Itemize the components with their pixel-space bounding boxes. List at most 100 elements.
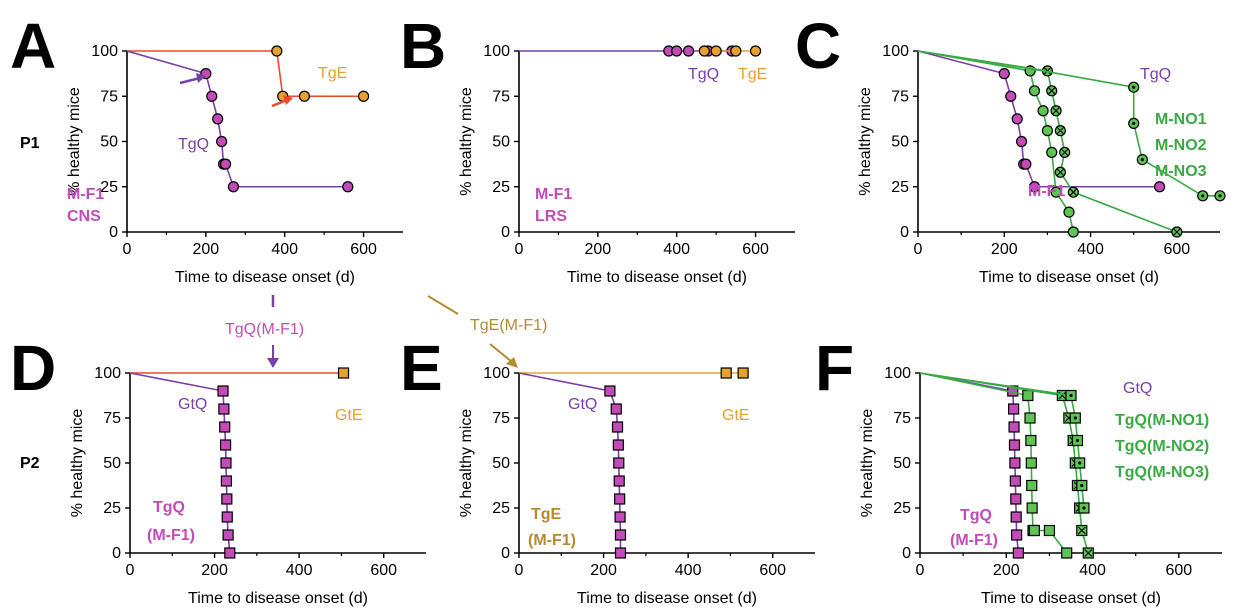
series-line <box>917 50 1075 233</box>
data-point <box>1010 511 1022 523</box>
data-point <box>221 511 233 523</box>
x-axis-title: Time to disease onset (d) <box>567 269 747 286</box>
data-point <box>219 421 231 433</box>
data-point <box>1011 529 1023 541</box>
y-tick-label: 75 <box>492 410 510 427</box>
data-point <box>682 45 695 57</box>
annotation-label: M-F1 <box>67 186 104 203</box>
y-tick-label: 0 <box>902 545 911 562</box>
data-point <box>1028 85 1041 97</box>
annotation-label: TgQ(M-NO3) <box>1115 464 1209 481</box>
data-point-dot <box>1140 158 1144 162</box>
data-point <box>1020 158 1032 170</box>
x-tick-label: 0 <box>914 241 923 258</box>
data-point <box>1028 524 1040 537</box>
data-point-cross-b <box>1047 86 1056 95</box>
data-point <box>720 367 732 379</box>
annotation-label: GtQ <box>178 396 207 413</box>
connector-right-arrowhead <box>506 357 518 368</box>
annotation-label: (M-F1) <box>950 532 998 549</box>
chart-panel-c: 0 200 400 600 0 25 50 75 100 Time to disease onse… <box>857 43 1226 286</box>
y-axis-title: % healthy mice <box>458 87 475 196</box>
x-tick-label: 600 <box>1164 241 1191 258</box>
data-point <box>227 181 240 193</box>
y-tick-label: 0 <box>109 224 118 241</box>
data-point <box>1037 105 1049 117</box>
data-point-cross-b <box>1172 228 1181 236</box>
y-tick-label: 0 <box>112 545 121 562</box>
series-m-f1 <box>917 50 1166 193</box>
series-line <box>917 50 1160 188</box>
y-axis-title: % healthy mice <box>69 409 86 518</box>
data-point <box>614 547 627 559</box>
data-point <box>1046 146 1058 158</box>
x-axis-title: Time to disease onset (d) <box>175 269 355 286</box>
data-point <box>610 403 622 415</box>
y-tick-label: 50 <box>891 134 909 151</box>
data-point <box>1026 502 1038 514</box>
x-tick-label: 0 <box>916 562 925 579</box>
data-point-cross-b <box>1084 549 1093 557</box>
y-tick-label: 100 <box>94 365 121 382</box>
x-tick-label: 200 <box>590 562 617 579</box>
x-tick-label: 400 <box>1079 562 1106 579</box>
x-tick-label: 0 <box>123 241 132 258</box>
data-point-dot <box>1075 438 1080 443</box>
y-tick-label: 75 <box>492 88 510 105</box>
annotation-label: TgE <box>318 65 347 82</box>
data-point <box>219 439 232 451</box>
data-point <box>1025 457 1037 469</box>
annotation-label: TgQ <box>153 499 185 516</box>
annotation-label: TgQ <box>688 66 719 83</box>
data-point <box>730 45 742 57</box>
annotation-label: TgE <box>738 66 767 83</box>
x-tick-label: 200 <box>193 241 220 258</box>
data-point <box>1008 403 1020 415</box>
data-point <box>614 511 626 523</box>
x-tick-label: 0 <box>126 562 135 579</box>
data-point <box>1012 547 1024 559</box>
data-point <box>1061 547 1073 559</box>
data-point <box>613 475 625 487</box>
data-point <box>218 403 230 415</box>
data-point <box>611 421 624 433</box>
series-gtq <box>518 372 627 559</box>
x-tick-label: 0 <box>515 241 524 258</box>
data-point <box>1025 434 1037 447</box>
data-point-cross-b <box>1060 148 1069 157</box>
series-m-no1 <box>917 50 1079 238</box>
panel-letter-a: A <box>10 10 56 82</box>
y-axis-title: % healthy mice <box>66 87 83 196</box>
annotation-label: TgQ <box>178 136 209 153</box>
y-tick-label: 50 <box>492 455 510 472</box>
y-tick-label: 0 <box>900 224 909 241</box>
data-point <box>342 181 354 193</box>
data-point-dot <box>1078 461 1082 465</box>
data-point-cross-b <box>1069 188 1078 197</box>
x-axis-title: Time to disease onset (d) <box>577 590 757 607</box>
data-point-cross-b <box>1052 106 1060 115</box>
data-point-dot <box>1082 506 1086 510</box>
annotation-label: TgE <box>531 506 562 523</box>
data-point <box>1009 475 1021 487</box>
series-m-no2 <box>917 50 1183 238</box>
y-tick-label: 75 <box>103 410 121 427</box>
data-point <box>698 45 710 57</box>
data-point <box>219 158 232 170</box>
annotation-label: M-NO2 <box>1155 137 1207 154</box>
y-tick-label: 25 <box>103 500 121 517</box>
data-point <box>671 45 683 57</box>
annotation-label: GtQ <box>1123 380 1152 397</box>
connector-right-label: TgE(M-F1) <box>470 317 547 334</box>
arrow-tge-shaft <box>271 98 288 108</box>
y-tick-label: 100 <box>91 43 118 60</box>
x-tick-label: 600 <box>742 241 769 258</box>
data-point <box>220 475 233 487</box>
y-axis-title: % healthy mice <box>857 87 874 196</box>
series-tgq-m-no3- <box>919 372 1090 514</box>
data-point <box>1063 206 1075 218</box>
x-tick-label: 200 <box>201 562 228 579</box>
y-tick-label: 75 <box>893 410 911 427</box>
x-axis-title: Time to disease onset (d) <box>188 590 368 607</box>
row-label-p1: P1 <box>20 135 40 152</box>
